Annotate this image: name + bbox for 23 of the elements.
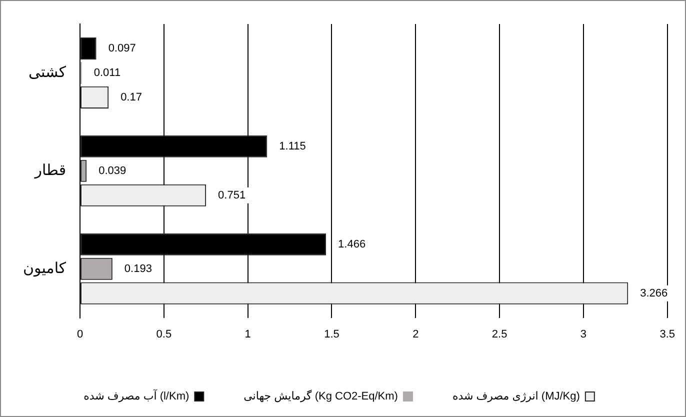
data-label: 0.193 (124, 262, 152, 275)
x-tick-label: 2.5 (492, 328, 508, 340)
legend-label: گرمایش جهانی (Kg CO2-Eq/Km) (244, 390, 398, 403)
data-label: 0.011 (94, 67, 121, 79)
x-tick-label: 2 (412, 328, 419, 340)
data-label: 0.039 (98, 164, 126, 177)
legend-label: آب مصرف شده (l/Km) (84, 388, 190, 403)
x-tick-label: 0.5 (156, 328, 172, 340)
y-tick-label: قطار (34, 162, 66, 180)
x-tick-label: 1 (244, 328, 251, 340)
data-label: 0.17 (120, 91, 142, 104)
x-tick-label: 1.5 (324, 328, 340, 340)
y-tick-label: کشتی (28, 64, 67, 82)
data-label: 1.466 (338, 238, 366, 250)
x-tick-label: 3.5 (660, 328, 676, 340)
data-label: 1.115 (279, 140, 306, 152)
y-tick-label: کامیون (22, 260, 67, 277)
data-label: 0.751 (218, 189, 246, 202)
legend-label: انرژی مصرف شده (MJ/Kg) (452, 390, 580, 403)
data-label: 3.266 (640, 287, 668, 300)
x-tick-label: 0 (76, 328, 84, 340)
data-label: 0.097 (108, 42, 136, 55)
x-tick-label: 3 (580, 328, 587, 340)
